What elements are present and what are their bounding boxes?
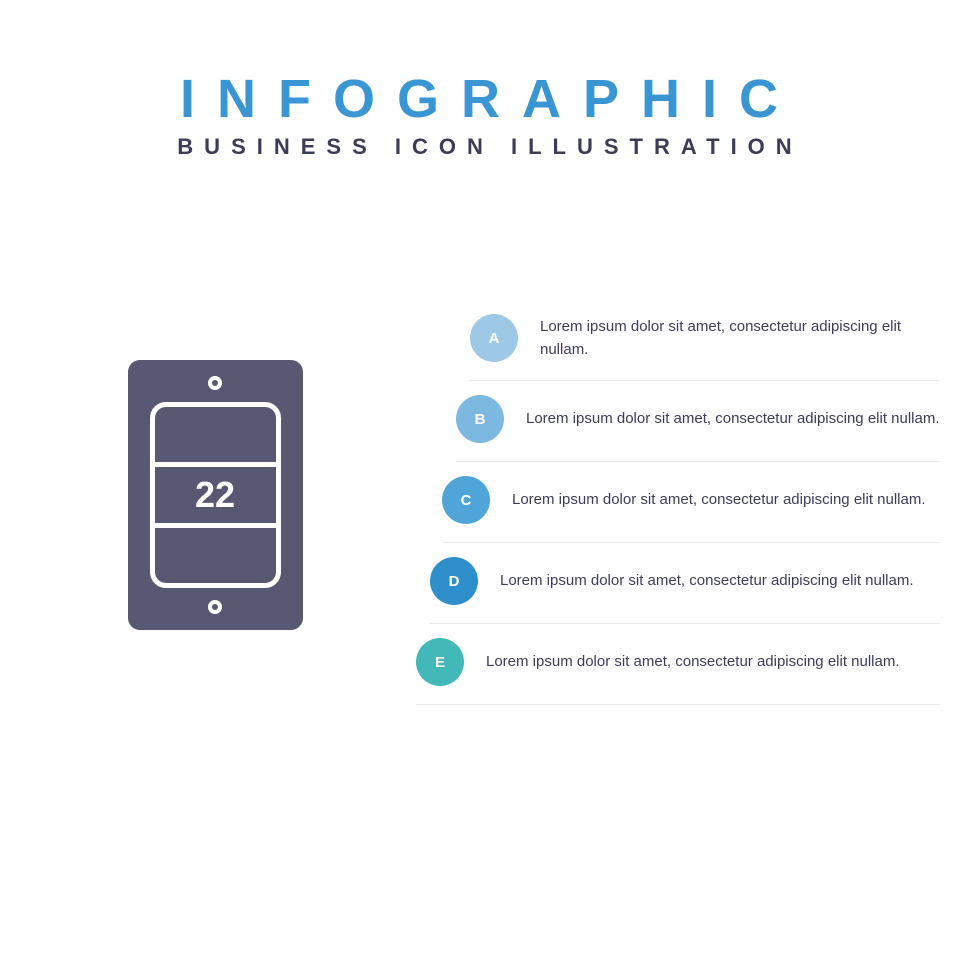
icon-area: 22: [0, 300, 430, 630]
header: INFOGRAPHIC BUSINESS ICON ILLUSTRATION: [0, 0, 980, 160]
ticket-number: 22: [195, 474, 235, 516]
ticket-section-middle: 22: [155, 467, 276, 527]
circle-label-c: C: [442, 476, 490, 524]
item-text: Lorem ipsum dolor sit amet, consectetur …: [526, 407, 940, 430]
list-area: A Lorem ipsum dolor sit amet, consectetu…: [430, 300, 980, 705]
circle-label-a: A: [470, 314, 518, 362]
main-title: INFOGRAPHIC: [0, 68, 980, 130]
ticket-inner: 22: [150, 402, 281, 588]
ticket-hole-top: [208, 376, 222, 390]
ticket-section-bottom: [155, 528, 276, 583]
list-item: C Lorem ipsum dolor sit amet, consectetu…: [442, 462, 940, 543]
circle-label-e: E: [416, 638, 464, 686]
ticket-hole-bottom: [208, 600, 222, 614]
item-text: Lorem ipsum dolor sit amet, consectetur …: [540, 315, 940, 362]
item-text: Lorem ipsum dolor sit amet, consectetur …: [500, 569, 940, 592]
ticket-icon: 22: [128, 360, 303, 630]
list-item: D Lorem ipsum dolor sit amet, consectetu…: [430, 543, 940, 624]
content-area: 22 A Lorem ipsum dolor sit amet, consect…: [0, 300, 980, 705]
list-item: A Lorem ipsum dolor sit amet, consectetu…: [470, 300, 940, 381]
list-item: E Lorem ipsum dolor sit amet, consectetu…: [416, 624, 940, 705]
item-text: Lorem ipsum dolor sit amet, consectetur …: [512, 488, 940, 511]
circle-label-b: B: [456, 395, 504, 443]
list-item: B Lorem ipsum dolor sit amet, consectetu…: [456, 381, 940, 462]
circle-label-d: D: [430, 557, 478, 605]
subtitle: BUSINESS ICON ILLUSTRATION: [0, 134, 980, 160]
item-text: Lorem ipsum dolor sit amet, consectetur …: [486, 650, 940, 673]
ticket-section-top: [155, 407, 276, 467]
